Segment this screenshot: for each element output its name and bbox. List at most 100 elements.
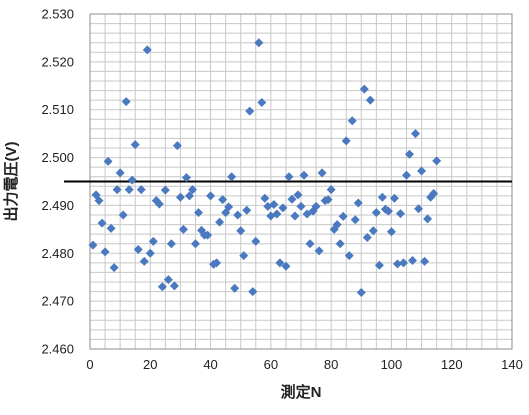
x-tick-label: 20	[143, 357, 157, 372]
data-point	[260, 193, 270, 203]
data-point	[145, 248, 155, 258]
data-point	[365, 95, 375, 105]
data-point	[251, 236, 261, 246]
data-point	[166, 239, 176, 249]
data-point	[371, 208, 381, 218]
data-point	[139, 256, 149, 266]
data-point	[284, 172, 294, 182]
data-point	[191, 239, 200, 249]
data-point	[362, 232, 372, 242]
data-point	[154, 199, 164, 209]
y-axis-title: 出力電圧(V)	[2, 141, 20, 221]
data-point	[275, 258, 285, 268]
marker-layer	[88, 38, 442, 298]
data-point	[175, 192, 185, 202]
data-point	[157, 282, 167, 292]
data-point	[335, 239, 345, 249]
data-point	[88, 240, 98, 250]
data-point	[194, 208, 204, 218]
data-point	[248, 287, 258, 297]
data-point	[383, 206, 393, 216]
data-point	[121, 97, 131, 107]
data-point	[230, 283, 240, 293]
data-point	[347, 116, 357, 126]
x-tick-label: 140	[501, 357, 523, 372]
data-point	[423, 214, 433, 224]
y-tick-labels: 2.460 2.470 2.480 2.490 2.500 2.510 2.520 2.530	[41, 7, 74, 357]
data-point	[377, 192, 387, 202]
data-point	[359, 84, 369, 94]
data-point	[172, 141, 182, 151]
data-point	[112, 185, 122, 195]
data-point	[411, 129, 421, 139]
data-point	[239, 251, 249, 261]
y-tick-label: 2.490	[41, 198, 74, 213]
data-point	[374, 260, 384, 270]
data-point	[127, 175, 137, 185]
data-point	[344, 251, 354, 261]
data-point	[163, 275, 173, 285]
data-point	[109, 263, 119, 273]
data-point	[100, 247, 110, 257]
data-point	[133, 244, 143, 254]
data-point	[408, 255, 418, 265]
data-point	[305, 239, 315, 249]
data-point	[245, 106, 255, 116]
data-point	[338, 211, 348, 221]
data-point	[212, 258, 222, 268]
data-point	[206, 191, 216, 201]
y-tick-label: 2.520	[41, 54, 74, 69]
data-point	[299, 170, 309, 180]
data-point	[97, 218, 107, 228]
x-tick-label: 0	[86, 357, 93, 372]
data-point	[130, 140, 140, 150]
data-point	[417, 166, 427, 176]
data-point	[432, 156, 442, 166]
y-tick-label: 2.470	[41, 294, 74, 309]
data-point	[227, 172, 237, 182]
x-axis-title: 測定N	[281, 383, 322, 401]
data-point	[293, 190, 303, 200]
data-point	[326, 185, 336, 195]
data-point	[392, 259, 402, 269]
y-tick-label: 2.500	[41, 150, 74, 165]
data-point	[429, 188, 439, 198]
data-point	[368, 226, 378, 236]
x-tick-label: 80	[324, 357, 338, 372]
data-point	[184, 191, 194, 201]
data-point	[160, 185, 170, 195]
x-tick-label: 60	[264, 357, 278, 372]
data-point	[106, 223, 116, 233]
data-point	[272, 209, 282, 219]
data-point	[386, 227, 396, 237]
data-point	[254, 38, 264, 48]
data-point	[402, 170, 411, 180]
x-tick-labels: 0 20 40 60 80 100 120 140	[86, 357, 522, 372]
data-point	[142, 45, 152, 55]
data-point	[269, 199, 279, 209]
data-point	[233, 210, 243, 220]
data-point	[420, 256, 430, 266]
data-point	[341, 136, 351, 146]
x-tick-label: 100	[381, 357, 403, 372]
data-point	[242, 205, 252, 215]
data-point	[317, 168, 327, 178]
data-point	[296, 201, 306, 211]
data-point	[148, 236, 158, 246]
data-point	[94, 196, 104, 206]
data-point	[103, 156, 113, 166]
data-point	[353, 198, 363, 208]
data-point	[405, 149, 415, 159]
data-point	[278, 203, 288, 213]
data-point	[311, 201, 321, 211]
data-point	[332, 220, 342, 230]
data-point	[323, 195, 333, 205]
data-point	[414, 204, 424, 214]
data-point	[115, 168, 125, 178]
data-point	[236, 226, 246, 236]
data-point	[356, 288, 366, 298]
data-point	[281, 261, 291, 271]
x-tick-label: 40	[203, 357, 217, 372]
